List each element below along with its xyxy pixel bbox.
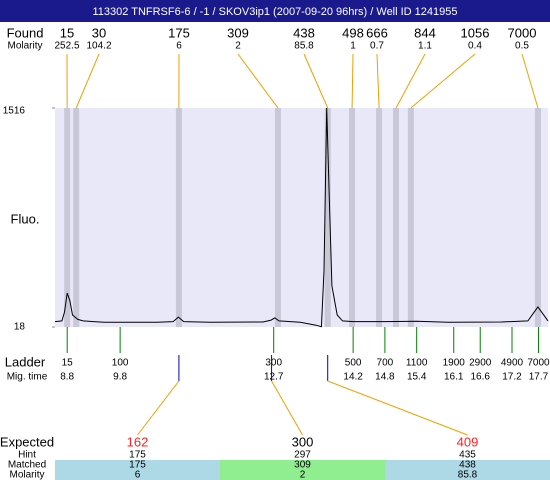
peak-band: [534, 108, 541, 327]
found-size: 7000: [508, 25, 537, 40]
ladder-time: 12.7: [264, 372, 284, 383]
match-bg: [55, 460, 220, 480]
peak-connector: [351, 53, 354, 109]
match-bg: [220, 460, 385, 480]
ladder-time: 15.4: [407, 372, 427, 383]
peak-band: [274, 108, 281, 327]
row-label: Matched: [8, 460, 46, 471]
found-size: 30: [92, 25, 106, 40]
ladder-size: 100: [112, 358, 129, 369]
ladder-size: 7000: [527, 358, 550, 369]
y-tick-label: 18: [14, 322, 26, 333]
peak-connector: [75, 53, 100, 109]
match-matched: 438: [459, 460, 476, 471]
peak-band: [393, 108, 400, 327]
found-molarity: 6: [176, 41, 182, 52]
ladder-size: 500: [345, 358, 362, 369]
found-size: 666: [366, 25, 388, 40]
expected-connector: [327, 380, 468, 436]
title-bar: [0, 0, 550, 22]
found-size: 844: [414, 25, 436, 40]
ladder-size: 1100: [406, 358, 428, 369]
ladder-size: 4900: [501, 358, 524, 369]
match-molarity: 2: [300, 470, 306, 480]
match-bg: [385, 460, 550, 480]
match-expected: 409: [457, 434, 479, 449]
ladder-time: 17.2: [502, 372, 522, 383]
plot-area: [55, 108, 548, 327]
peak-connector: [521, 53, 539, 109]
ladder-time: 16.6: [470, 372, 490, 383]
ladder-time: 9.8: [113, 372, 127, 383]
ladder-time: 16.1: [444, 372, 464, 383]
ladder-time: 14.8: [375, 372, 395, 383]
expected-connector: [271, 380, 303, 436]
match-molarity: 6: [135, 470, 141, 480]
peak-connector: [303, 53, 329, 109]
peak-connector: [410, 53, 476, 109]
ladder-size: 700: [377, 358, 394, 369]
row-label: Molarity: [9, 470, 44, 480]
match-hint: 297: [294, 450, 311, 461]
found-molarity: 0.4: [468, 41, 482, 52]
found-size: 438: [293, 25, 315, 40]
ladder-size: 1900: [443, 358, 466, 369]
ladder-label: Ladder: [5, 354, 46, 369]
title: 113302 TNFRSF6-6 / -1 / SKOV3ip1 (2007-0…: [92, 6, 457, 18]
match-hint: 435: [459, 450, 476, 461]
peak-band: [64, 108, 71, 327]
ladder-time: 14.2: [343, 372, 363, 383]
match-matched: 309: [294, 460, 311, 471]
peak-connector: [237, 53, 279, 109]
found-size: 15: [60, 25, 74, 40]
peak-connector: [395, 53, 426, 109]
peak-band: [324, 108, 331, 327]
row-label: Expected: [0, 434, 54, 449]
found-size: 309: [227, 25, 249, 40]
found-molarity: 2: [235, 41, 241, 52]
expected-connector: [137, 380, 180, 436]
trace: [54, 107, 549, 328]
mig-time-label: Mig. time: [7, 372, 48, 383]
ladder-time: 17.7: [529, 372, 549, 383]
molarity-label: Molarity: [7, 41, 42, 52]
found-molarity: 85.8: [294, 41, 314, 52]
match-molarity: 85.8: [458, 470, 478, 480]
found-molarity: 0.5: [515, 41, 529, 52]
ladder-size: 2900: [469, 358, 492, 369]
ladder-time: 8.8: [60, 372, 74, 383]
ladder-size: 300: [265, 358, 282, 369]
peak-band: [407, 108, 414, 327]
peak-connector: [376, 53, 380, 109]
y-tick-label: 1516: [3, 106, 26, 117]
peak-band: [175, 108, 182, 327]
found-molarity: 1.1: [418, 41, 432, 52]
match-expected: 300: [292, 434, 314, 449]
found-size: 498: [342, 25, 364, 40]
found-size: 175: [168, 25, 190, 40]
match-hint: 175: [129, 450, 146, 461]
ladder-size: 15: [62, 358, 74, 369]
found-molarity: 1: [350, 41, 356, 52]
peak-band: [376, 108, 383, 327]
y-axis-label: Fluo.: [11, 211, 40, 226]
match-matched: 175: [129, 460, 146, 471]
found-molarity: 104.2: [86, 41, 111, 52]
found-molarity: 252.5: [54, 41, 79, 52]
peak-band: [73, 108, 80, 327]
found-label: Found: [7, 25, 44, 40]
found-molarity: 0.7: [370, 41, 384, 52]
found-size: 1056: [461, 25, 490, 40]
match-expected: 162: [127, 434, 149, 449]
peak-band: [349, 108, 356, 327]
row-label: Hint: [18, 450, 36, 461]
